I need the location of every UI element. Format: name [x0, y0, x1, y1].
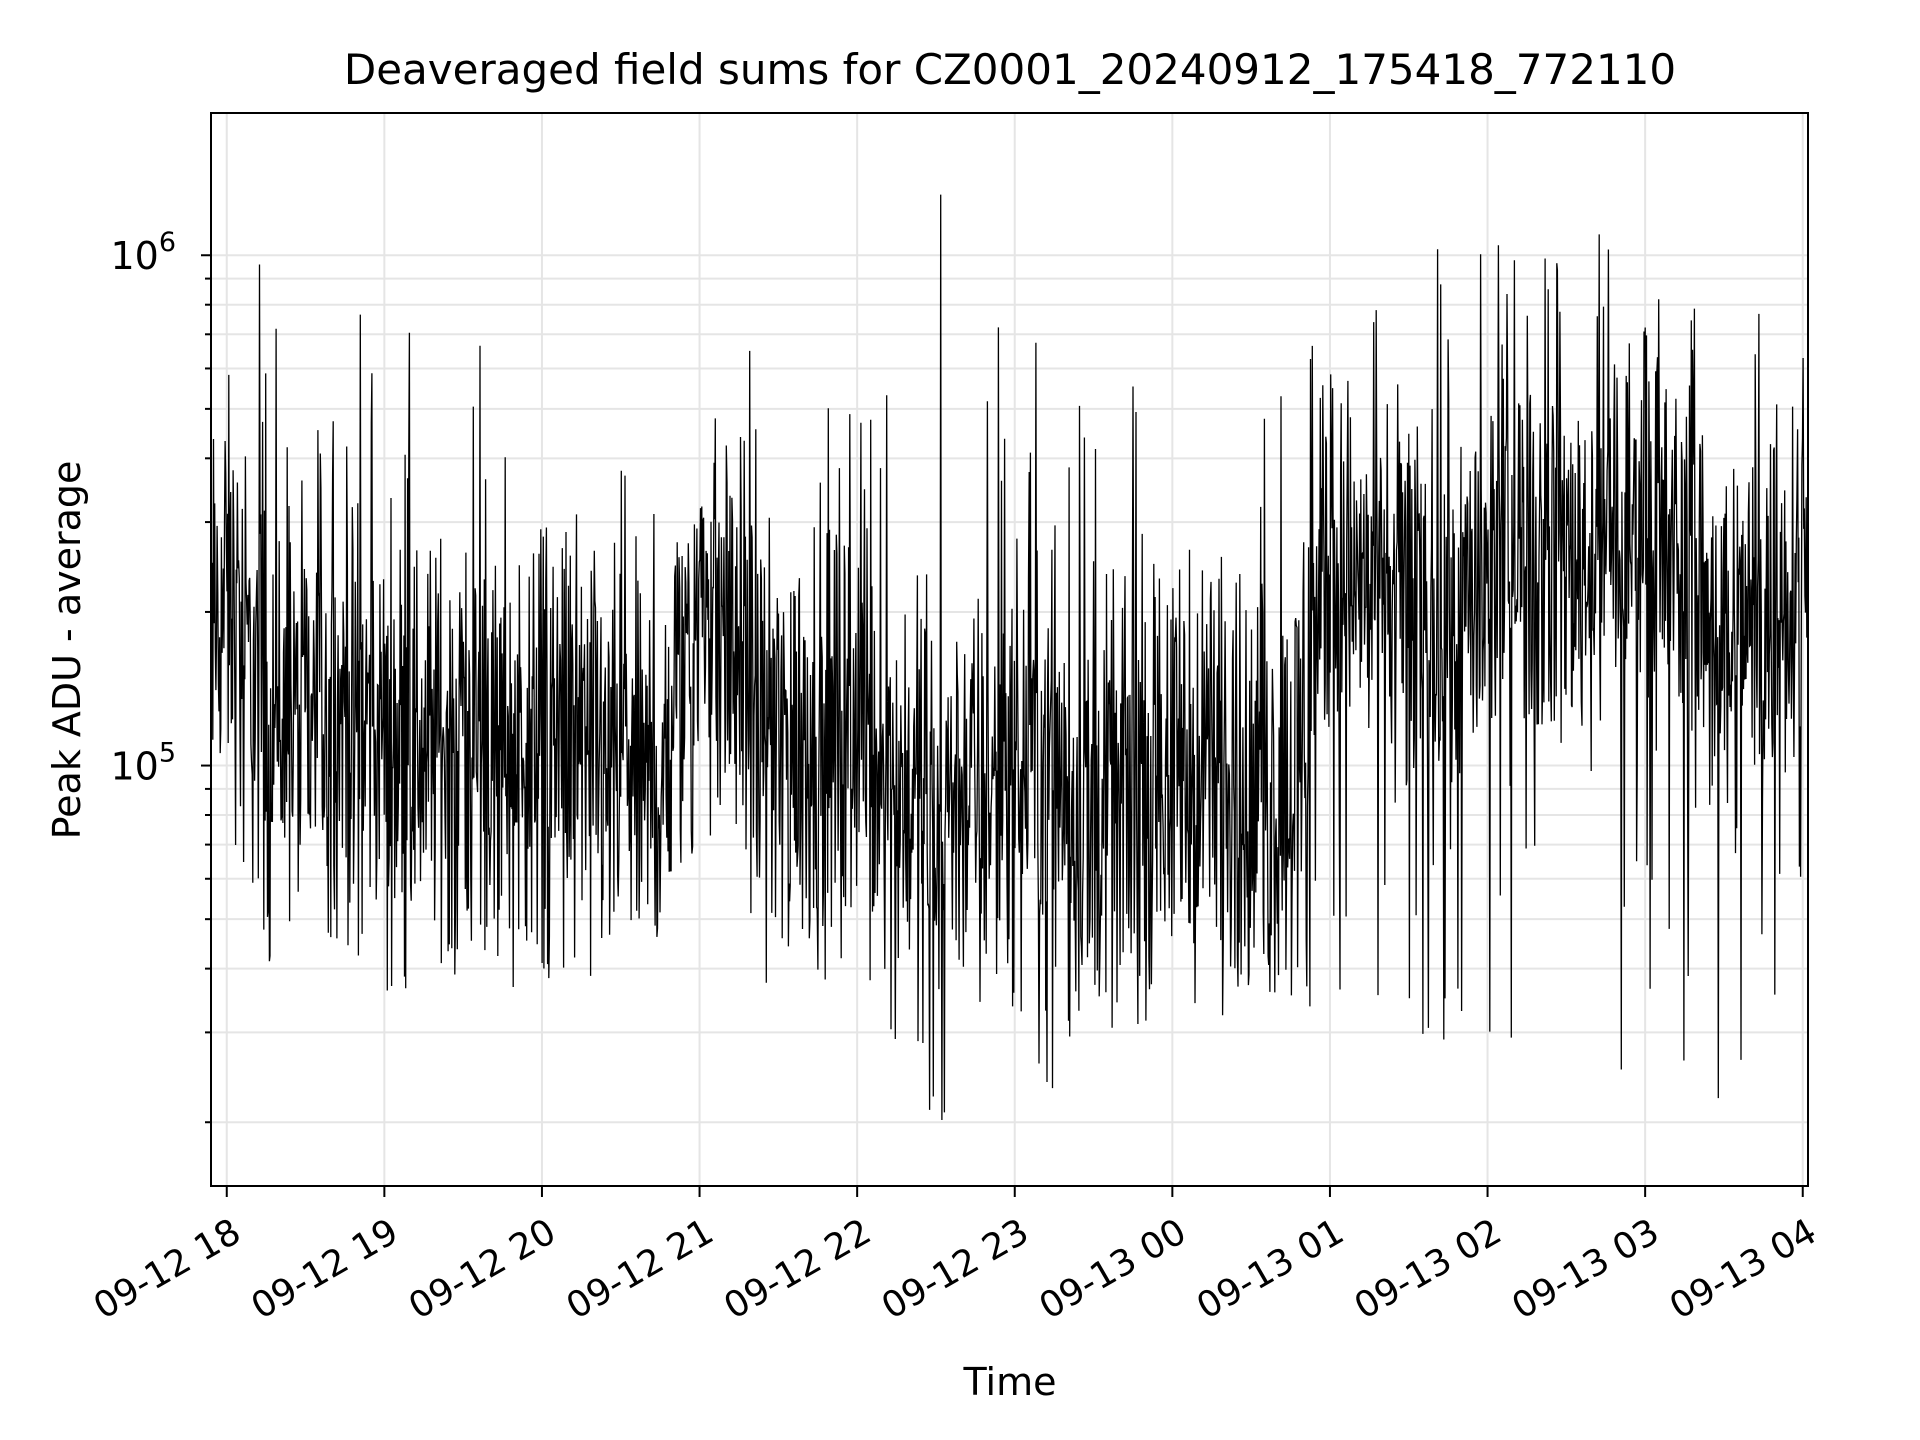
plot-frame — [210, 112, 1809, 1187]
data-series-layer — [210, 194, 1809, 1121]
series-line — [210, 194, 1809, 1121]
y-tick-label: 105 — [110, 738, 176, 789]
y-tick-exponent: 5 — [159, 738, 176, 769]
y-tick-label: 106 — [110, 227, 176, 278]
chart-title: Deaveraged field sums for CZ0001_2024091… — [344, 45, 1676, 94]
y-tick-mantissa: 10 — [110, 234, 158, 278]
y-axis-label: Peak ADU - average — [45, 461, 89, 840]
y-tick-mantissa: 10 — [110, 745, 158, 789]
x-axis-label: Time — [963, 1360, 1057, 1404]
y-tick-exponent: 6 — [159, 227, 176, 258]
